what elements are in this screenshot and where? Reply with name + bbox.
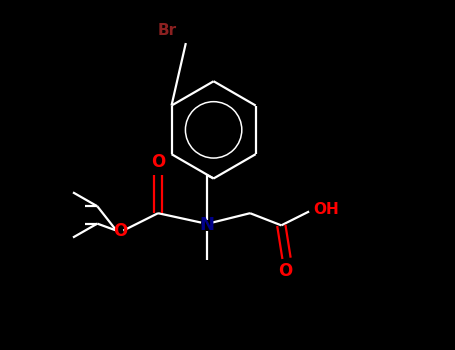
Text: OH: OH bbox=[313, 202, 339, 217]
Text: O: O bbox=[278, 262, 292, 280]
Text: Br: Br bbox=[158, 23, 177, 38]
Text: O: O bbox=[151, 153, 165, 171]
Text: N: N bbox=[199, 216, 214, 235]
Text: O: O bbox=[113, 222, 127, 239]
